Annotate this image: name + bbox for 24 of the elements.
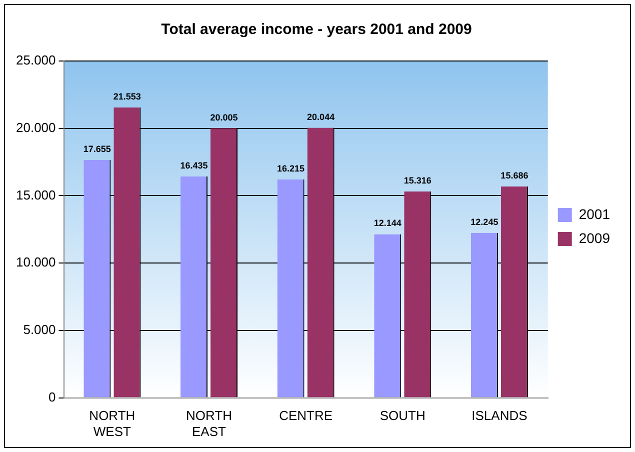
data-label: 12.245 [470, 216, 498, 227]
data-label: 20.005 [210, 112, 238, 122]
data-label: 12.144 [374, 218, 402, 228]
y-tick-label: 25.000 [16, 52, 56, 68]
x-tick-label: ISLANDS [472, 408, 528, 424]
y-tick-label: 15.000 [16, 187, 56, 202]
x-tick-label: CENTRE [279, 408, 333, 424]
data-label: 21.553 [113, 91, 141, 102]
y-tick-label: 20.000 [16, 120, 56, 135]
legend-label: 2001 [578, 206, 610, 222]
y-tick-label: 0 [48, 389, 56, 404]
y-tick-label: 10.000 [16, 254, 56, 270]
x-tick-label: SOUTH [380, 408, 426, 424]
data-label: 20.044 [307, 112, 335, 122]
legend-label: 2009 [578, 230, 610, 246]
data-label: 17.655 [83, 144, 111, 154]
data-label: 16.215 [277, 163, 305, 174]
data-label: 15.686 [500, 170, 528, 180]
y-tick-label: 5.000 [23, 322, 56, 338]
x-tick-label: NORTH WEST [89, 408, 136, 439]
data-label: 16.435 [180, 160, 208, 170]
x-tick-label: NORTH EAST [186, 408, 232, 439]
chart-title: Total average income - years 2001 and 2009 [161, 21, 472, 38]
data-label: 15.316 [404, 175, 432, 186]
